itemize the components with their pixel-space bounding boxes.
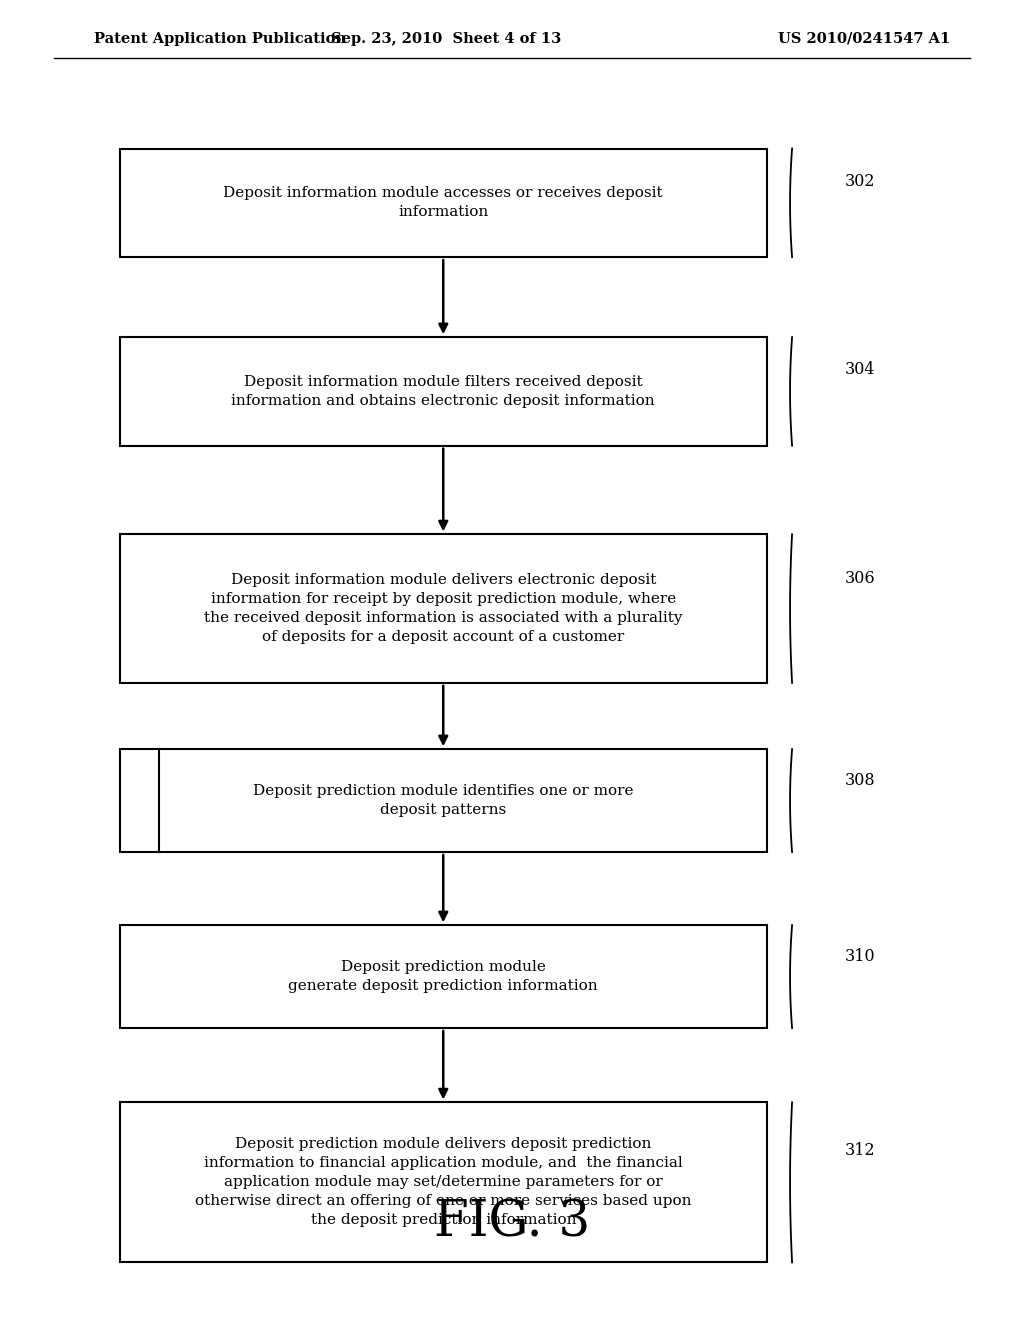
Text: 304: 304 — [845, 362, 876, 378]
Text: FIG. 3: FIG. 3 — [434, 1197, 590, 1247]
Text: 310: 310 — [845, 948, 876, 965]
Bar — [120, 750, 767, 851]
Text: Deposit information module filters received deposit
information and obtains elec: Deposit information module filters recei… — [231, 375, 655, 408]
Text: Deposit prediction module identifies one or more
deposit patterns: Deposit prediction module identifies one… — [253, 784, 634, 817]
Bar — [120, 337, 767, 446]
Text: 302: 302 — [845, 173, 876, 190]
Text: Patent Application Publication: Patent Application Publication — [94, 32, 346, 46]
Text: US 2010/0241547 A1: US 2010/0241547 A1 — [777, 32, 950, 46]
Text: 308: 308 — [845, 771, 876, 788]
Text: Deposit information module delivers electronic deposit
information for receipt b: Deposit information module delivers elec… — [204, 573, 683, 644]
Text: 306: 306 — [845, 570, 876, 587]
Bar — [120, 1102, 767, 1262]
Bar — [120, 149, 767, 257]
Text: Deposit prediction module
generate deposit prediction information: Deposit prediction module generate depos… — [289, 960, 598, 993]
Bar — [120, 925, 767, 1028]
Text: Deposit prediction module delivers deposit prediction
information to financial a: Deposit prediction module delivers depos… — [195, 1138, 691, 1228]
Text: 312: 312 — [845, 1142, 876, 1159]
Bar — [120, 535, 767, 682]
Text: Sep. 23, 2010  Sheet 4 of 13: Sep. 23, 2010 Sheet 4 of 13 — [331, 32, 561, 46]
Text: Deposit information module accesses or receives deposit
information: Deposit information module accesses or r… — [223, 186, 664, 219]
